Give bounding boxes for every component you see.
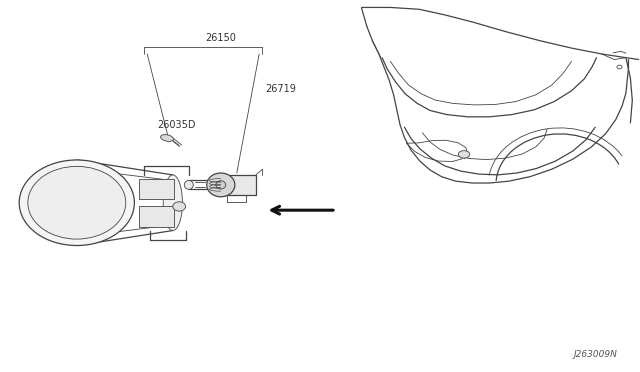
Ellipse shape bbox=[207, 173, 235, 197]
Ellipse shape bbox=[617, 65, 622, 69]
Text: 26719: 26719 bbox=[266, 84, 296, 94]
Ellipse shape bbox=[173, 202, 186, 211]
Text: J263009N: J263009N bbox=[573, 350, 618, 359]
Text: 26035D: 26035D bbox=[157, 120, 195, 129]
Ellipse shape bbox=[161, 135, 173, 141]
Bar bbox=[140, 206, 174, 227]
Ellipse shape bbox=[19, 160, 134, 246]
Ellipse shape bbox=[163, 175, 182, 231]
Ellipse shape bbox=[458, 151, 470, 158]
Text: 26150: 26150 bbox=[205, 33, 236, 43]
Ellipse shape bbox=[184, 180, 193, 189]
FancyBboxPatch shape bbox=[221, 175, 256, 195]
Ellipse shape bbox=[28, 166, 125, 239]
Bar bbox=[140, 179, 174, 199]
Ellipse shape bbox=[216, 181, 226, 189]
